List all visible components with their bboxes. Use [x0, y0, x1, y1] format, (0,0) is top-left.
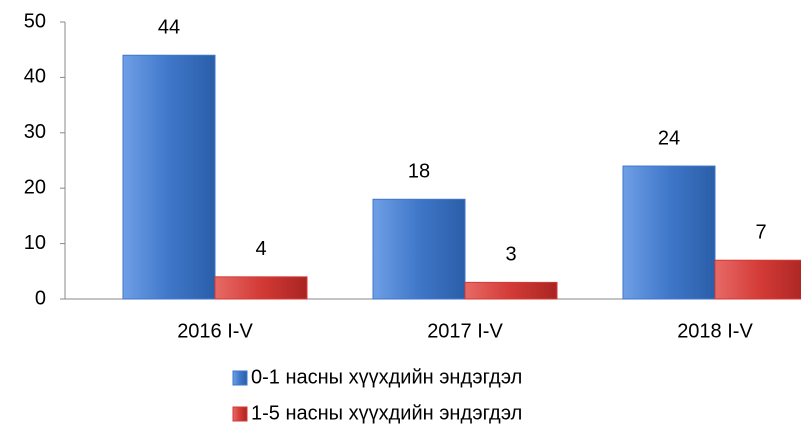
data-label: 18 — [408, 161, 430, 183]
legend-swatch — [232, 370, 248, 386]
bar — [372, 198, 466, 300]
y-tick-label: 50 — [24, 10, 46, 32]
bar — [714, 259, 801, 300]
y-tick-label: 10 — [24, 232, 46, 254]
data-label: 7 — [755, 222, 766, 244]
bar — [214, 276, 308, 300]
data-label: 3 — [505, 244, 516, 266]
legend-swatch — [232, 406, 248, 422]
bar — [622, 165, 716, 300]
bar — [122, 54, 216, 300]
x-tick-label: 2018 I-V — [677, 320, 753, 342]
data-label: 44 — [158, 17, 180, 39]
y-tick-label: 20 — [24, 176, 46, 198]
data-label: 4 — [255, 238, 266, 260]
y-tick-label: 0 — [35, 287, 46, 309]
x-tick-label: 2016 I-V — [177, 320, 253, 342]
x-tick-label: 2017 I-V — [427, 320, 503, 342]
bar — [464, 281, 558, 300]
legend-label: 0-1 насны хүүхдийн эндэгдэл — [251, 366, 522, 388]
legend-label: 1-5 насны хүүхдийн эндэгдэл — [251, 402, 522, 424]
y-tick-label: 40 — [24, 66, 46, 88]
y-tick-label: 30 — [24, 121, 46, 143]
data-label: 24 — [658, 127, 680, 149]
